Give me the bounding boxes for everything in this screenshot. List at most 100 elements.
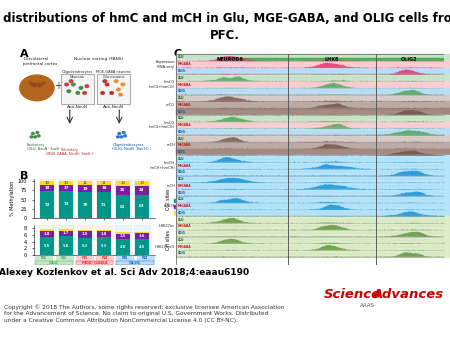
- Text: GLU: GLU: [178, 157, 184, 161]
- Circle shape: [65, 83, 68, 86]
- Circle shape: [72, 83, 75, 86]
- Text: 72: 72: [45, 203, 50, 207]
- Circle shape: [32, 132, 34, 135]
- Text: Anti-NeuN: Anti-NeuN: [103, 105, 124, 109]
- Bar: [97, 192, 111, 218]
- Text: Oligodendrocytes
(OLIG, NeuN⁻ Sox10⁺): Oligodendrocytes (OLIG, NeuN⁻ Sox10⁺): [112, 143, 152, 151]
- Circle shape: [20, 75, 54, 101]
- Text: GLU: GLU: [178, 116, 184, 120]
- Text: Science: Science: [324, 288, 381, 300]
- Text: Fig. 1 Unique distributions of hmC and mCH in Glu, MGE-GABA, and OLIG cells from: Fig. 1 Unique distributions of hmC and m…: [0, 12, 450, 42]
- Ellipse shape: [29, 82, 36, 87]
- Text: 11: 11: [101, 181, 107, 185]
- Bar: [56, 256, 72, 261]
- Bar: [78, 231, 92, 238]
- Text: mCG: mCG: [166, 103, 175, 107]
- Bar: [176, 210, 450, 216]
- Circle shape: [79, 87, 83, 89]
- Bar: [40, 231, 54, 237]
- Bar: [116, 234, 130, 239]
- Text: R1: R1: [81, 256, 88, 260]
- Text: 1.6: 1.6: [139, 234, 145, 238]
- Bar: [97, 231, 111, 237]
- Text: 4.8: 4.8: [120, 245, 126, 249]
- Bar: [40, 229, 54, 231]
- Text: Copyright © 2018 The Authors, some rights reserved; exclusive licensee American : Copyright © 2018 The Authors, some right…: [4, 304, 285, 323]
- Text: A: A: [20, 49, 29, 59]
- Text: +: +: [54, 81, 62, 91]
- Text: R1: R1: [40, 256, 47, 260]
- Bar: [135, 186, 149, 195]
- FancyBboxPatch shape: [97, 74, 130, 104]
- Text: hmCG
(mCG+hmCG): hmCG (mCG+hmCG): [149, 121, 175, 129]
- Bar: [97, 181, 111, 185]
- Text: 1.9: 1.9: [82, 233, 88, 236]
- Bar: [115, 225, 131, 255]
- Bar: [59, 231, 73, 236]
- Circle shape: [76, 92, 80, 94]
- Bar: [176, 250, 450, 257]
- Circle shape: [37, 135, 40, 137]
- Ellipse shape: [32, 83, 41, 86]
- Bar: [97, 237, 111, 255]
- Circle shape: [120, 136, 123, 138]
- Circle shape: [121, 83, 125, 86]
- Bar: [176, 223, 450, 230]
- Text: 10: 10: [63, 181, 69, 185]
- Bar: [176, 216, 450, 223]
- Bar: [116, 232, 130, 234]
- Text: mCH: mCH: [166, 143, 175, 147]
- Y-axis label: % Methylation: % Methylation: [9, 181, 15, 216]
- Text: Alexey Kozlenkov et al. Sci Adv 2018;4:eaau6190: Alexey Kozlenkov et al. Sci Adv 2018;4:e…: [0, 268, 249, 276]
- Circle shape: [101, 92, 104, 94]
- Text: OLIG: OLIG: [178, 69, 185, 73]
- Circle shape: [103, 80, 107, 82]
- Bar: [96, 179, 112, 218]
- Text: 10: 10: [45, 181, 50, 185]
- Text: 5.2: 5.2: [82, 244, 88, 248]
- Bar: [58, 225, 74, 255]
- Text: GLU: GLU: [178, 96, 184, 100]
- Text: 5.5: 5.5: [44, 244, 50, 248]
- Circle shape: [30, 136, 33, 138]
- Text: 13: 13: [140, 182, 144, 186]
- Bar: [58, 179, 74, 218]
- Bar: [176, 230, 450, 237]
- Bar: [135, 181, 149, 186]
- Bar: [40, 181, 54, 185]
- Text: 11: 11: [82, 181, 88, 185]
- Text: MGE-GABA neurons
Glu neurons: MGE-GABA neurons Glu neurons: [96, 70, 131, 79]
- Text: 1.5: 1.5: [120, 235, 126, 238]
- Bar: [40, 185, 54, 191]
- Text: 13: 13: [120, 182, 126, 186]
- Bar: [39, 225, 55, 255]
- Bar: [59, 185, 73, 191]
- Text: OLIG: OLIG: [178, 170, 185, 174]
- Text: Advances: Advances: [373, 288, 444, 300]
- Circle shape: [117, 136, 119, 138]
- Text: GLU: GLU: [178, 137, 184, 141]
- Text: M-GABA: M-GABA: [178, 143, 191, 147]
- FancyBboxPatch shape: [76, 261, 113, 265]
- Bar: [117, 256, 133, 261]
- Text: M-GABA: M-GABA: [178, 224, 191, 228]
- Text: Expression
(RNA-seq): Expression (RNA-seq): [155, 60, 175, 69]
- Bar: [135, 195, 149, 218]
- Text: R1: R1: [122, 256, 128, 260]
- Circle shape: [119, 93, 122, 96]
- Text: 1.8: 1.8: [101, 232, 107, 236]
- Bar: [59, 191, 73, 218]
- Text: M-GABA: M-GABA: [178, 103, 191, 107]
- Bar: [176, 196, 450, 203]
- Text: GLU: GLU: [178, 76, 184, 80]
- Text: 18: 18: [45, 186, 50, 190]
- Bar: [116, 195, 130, 218]
- Text: OLIG: OLIG: [178, 231, 185, 235]
- Bar: [135, 232, 149, 233]
- Text: 17: 17: [63, 186, 69, 190]
- Bar: [36, 256, 52, 261]
- Text: Inhibitory
(MGE-GABA, NeuN⁺ Sox6⁺): Inhibitory (MGE-GABA, NeuN⁺ Sox6⁺): [46, 148, 94, 156]
- Text: CGI sites: CGI sites: [166, 188, 171, 210]
- Bar: [116, 186, 130, 195]
- Circle shape: [34, 136, 36, 138]
